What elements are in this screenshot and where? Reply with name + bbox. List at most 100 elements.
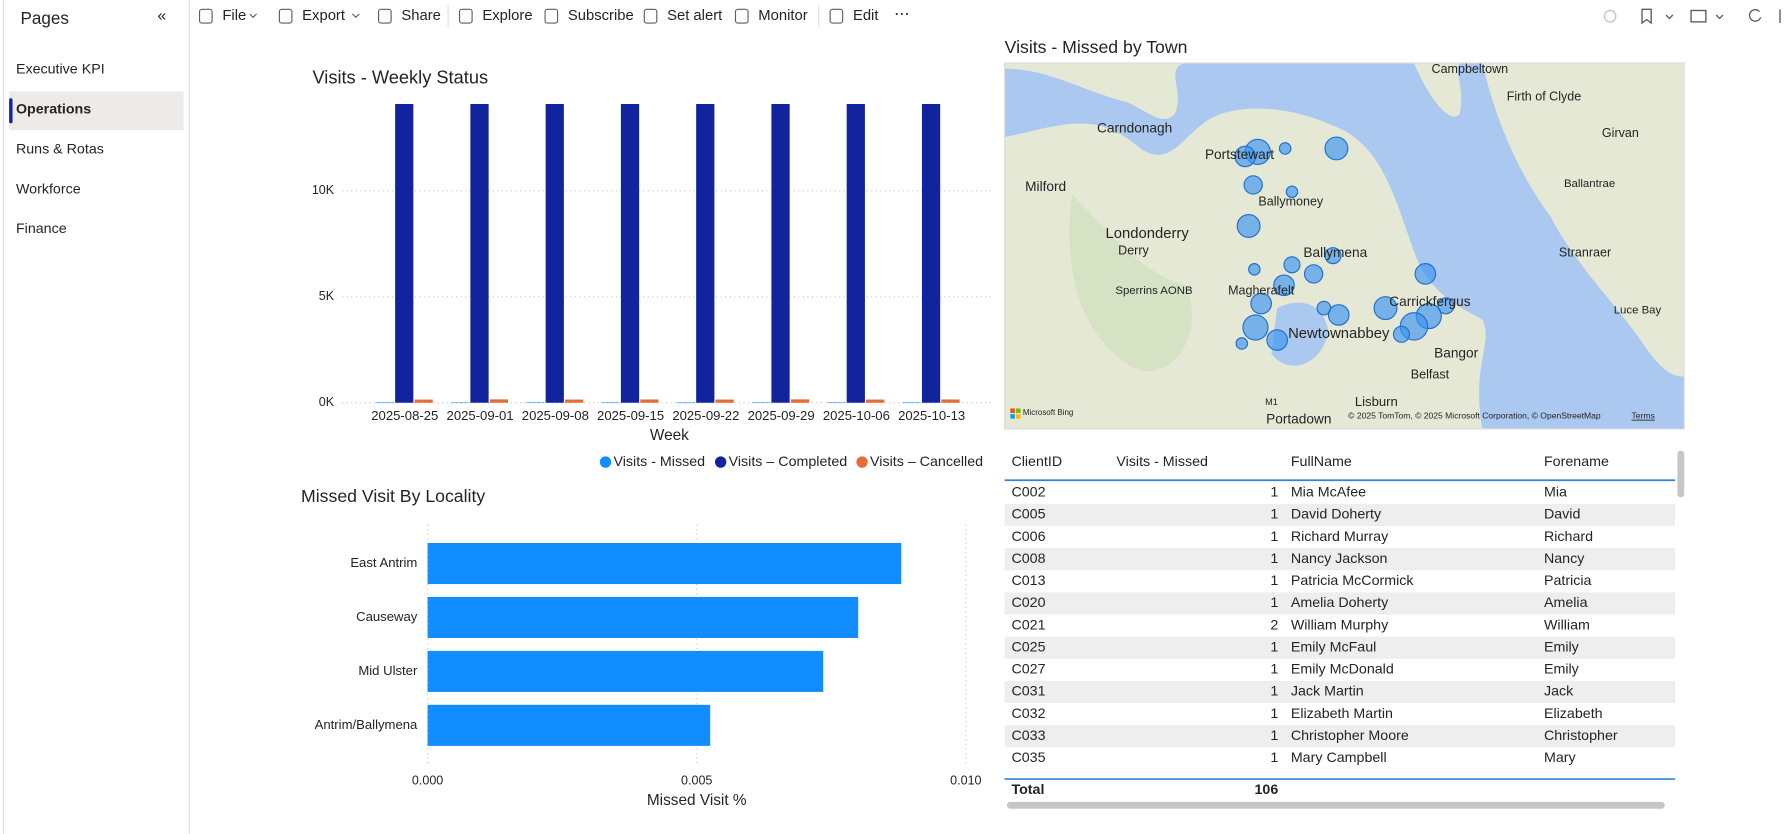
table-cell: Elizabeth Martin (1291, 706, 1393, 722)
table-cell: Christopher (1544, 728, 1618, 744)
map-label: Bangor (1434, 345, 1479, 360)
toolbar-button[interactable]: Monitor (758, 8, 807, 24)
bar (921, 103, 941, 403)
bar (470, 103, 489, 403)
page-link[interactable]: Executive KPI (16, 62, 105, 78)
table-cell: 1 (1270, 684, 1278, 700)
table-vscroll[interactable] (1677, 450, 1685, 498)
table-cell: Mia (1544, 485, 1567, 501)
page-link[interactable]: Operations (16, 101, 91, 117)
toolbar-icon[interactable] (643, 8, 658, 24)
toolbar-icon[interactable] (458, 8, 473, 24)
toolbar-icon[interactable] (378, 8, 392, 24)
table-cell: Emily (1544, 639, 1580, 655)
toolbar-icon[interactable] (278, 8, 293, 24)
bar (640, 399, 659, 403)
x-axis-title: Week (650, 427, 689, 444)
table-cell: Mia McAfee (1291, 485, 1366, 501)
bar (696, 103, 715, 403)
x-tick-label: 2025-10-13 (898, 408, 965, 423)
table-cell: Nancy (1544, 551, 1585, 567)
row-stripe (1004, 725, 1676, 748)
table-cell: David Doherty (1291, 507, 1382, 523)
table-cell: William Murphy (1291, 617, 1389, 633)
y-tick-label: Antrim/Ballymena (315, 717, 418, 732)
map-label: Derry (1118, 243, 1149, 257)
table-cell: Emily McFaul (1291, 639, 1377, 655)
x-tick-label: 2025-09-22 (672, 408, 739, 423)
y-tick-label: East Antrim (350, 555, 417, 570)
bar (545, 103, 564, 403)
x-tick-label: 2025-09-08 (522, 408, 589, 423)
map-label: Carndonagh (1097, 121, 1172, 136)
table-cell: C025 (1011, 639, 1045, 655)
map-label: Londonderry (1106, 226, 1190, 242)
toolbar-button[interactable]: Explore (482, 8, 532, 24)
toolbar-icon[interactable] (734, 8, 749, 24)
table-cell: C006 (1011, 529, 1045, 545)
sidebar-title: Pages (21, 9, 69, 28)
map-terms[interactable]: Terms (1632, 411, 1655, 421)
more-icon[interactable]: ⋯ (894, 6, 910, 23)
map-label: Ballymoney (1258, 194, 1324, 208)
toolbar-right-icons[interactable] (1603, 8, 1781, 25)
total-value: 106 (1255, 782, 1279, 798)
map-label: Newtownabbey (1288, 326, 1390, 342)
toolbar-button[interactable]: Edit (853, 8, 879, 24)
map-attribution: © 2025 TomTom, © 2025 Microsoft Corporat… (1348, 411, 1601, 421)
table-hscroll[interactable] (1006, 801, 1665, 809)
bar (941, 399, 960, 403)
x-tick-label: 0.000 (412, 774, 443, 788)
legend-label: Visits – Completed (729, 454, 848, 470)
map-label: Luce Bay (1614, 304, 1662, 316)
table-cell: David (1544, 507, 1580, 523)
row-stripe (1004, 548, 1676, 571)
x-tick-label: 2025-10-06 (823, 408, 890, 423)
table-cell: Emily McDonald (1291, 662, 1394, 678)
bar (427, 704, 711, 746)
table-cell: 1 (1270, 529, 1278, 545)
map-bubbles (1234, 136, 1455, 351)
table-cell: Patricia (1544, 573, 1592, 589)
toolbar-icon[interactable] (544, 8, 559, 24)
toolbar-icon[interactable] (829, 8, 844, 24)
table-cell: Jack (1544, 684, 1574, 700)
table-cell: 1 (1270, 595, 1278, 611)
column-header[interactable]: Visits - Missed (1116, 454, 1208, 470)
toolbar-button[interactable]: Set alert (667, 8, 722, 24)
bar (427, 596, 859, 638)
map-label: Milford (1025, 179, 1066, 194)
table-cell: Nancy Jackson (1291, 551, 1388, 567)
table-cell: Amelia (1544, 595, 1588, 611)
y-tick-label: Causeway (356, 609, 418, 624)
x-tick-label: 2025-08-25 (371, 408, 438, 423)
toolbar-button[interactable]: Share (401, 8, 441, 24)
bar (676, 402, 696, 404)
collapse-icon[interactable]: « (157, 7, 166, 24)
table-cell: C013 (1011, 573, 1045, 589)
table-cell: 1 (1270, 551, 1278, 567)
page-link[interactable]: Workforce (16, 181, 81, 197)
dropdown-chevron[interactable] (249, 13, 257, 19)
page-link[interactable]: Runs & Rotas (16, 141, 104, 157)
page-link[interactable]: Finance (16, 221, 67, 237)
column-header[interactable]: FullName (1291, 454, 1352, 470)
table-cell: 1 (1270, 750, 1278, 766)
total-label: Total (1011, 782, 1044, 798)
bar (565, 399, 584, 403)
column-header[interactable]: ClientID (1011, 454, 1062, 470)
table-cell: C008 (1011, 551, 1045, 567)
table-cell: Christopher Moore (1291, 728, 1409, 744)
dropdown-chevron[interactable] (351, 13, 360, 19)
toolbar-button[interactable]: Export (302, 8, 345, 24)
bar (427, 543, 902, 585)
column-header[interactable]: Forename (1544, 454, 1609, 470)
map-label: Campbeltown (1432, 62, 1509, 76)
table-cell: Richard (1544, 529, 1593, 545)
toolbar-button[interactable]: File (222, 8, 246, 24)
legend-label: Visits - Missed (613, 454, 705, 470)
y-tick-label: 0K (319, 395, 335, 409)
toolbar-button[interactable]: Subscribe (568, 8, 634, 24)
toolbar-icon[interactable] (198, 8, 213, 24)
table-cell: 1 (1270, 662, 1278, 678)
